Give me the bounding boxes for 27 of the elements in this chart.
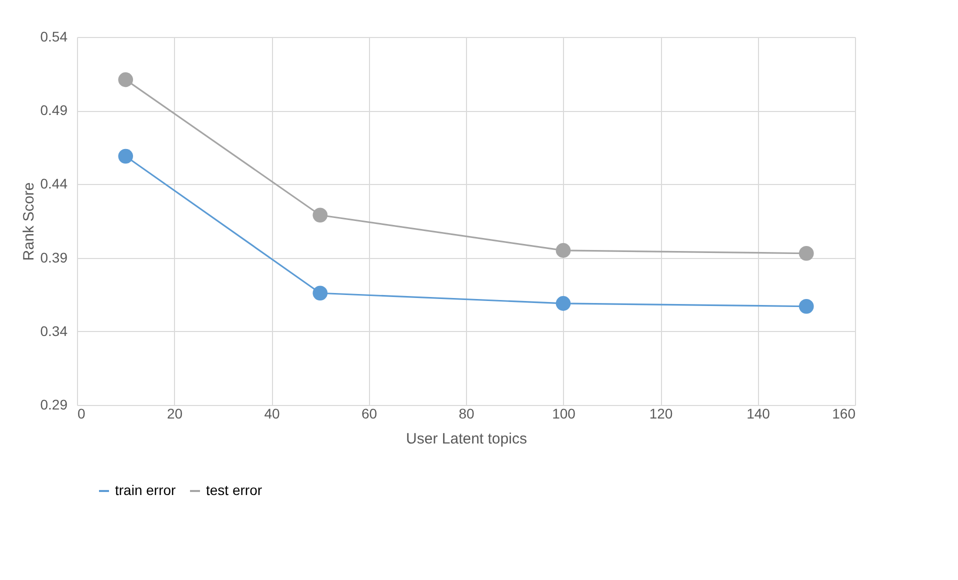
x-tick-label: 160 <box>832 406 856 422</box>
point <box>118 72 134 88</box>
x-axis-title: User Latent topics <box>406 430 527 448</box>
x-tick-label: 20 <box>166 406 183 422</box>
y-tick-label: 0.49 <box>40 102 68 118</box>
point <box>312 286 328 301</box>
x-tick-label: 140 <box>746 406 770 422</box>
point <box>118 148 134 164</box>
point <box>798 246 814 261</box>
point <box>798 298 814 314</box>
legend-label: train error <box>115 482 176 498</box>
y-tick-label: 0.54 <box>40 28 68 44</box>
point <box>556 243 571 258</box>
point <box>556 296 571 311</box>
x-tick-label: 100 <box>552 406 576 422</box>
y-axis-title: Rank Score <box>20 182 38 261</box>
x-tick-label: 80 <box>458 406 474 422</box>
y-tick-label: 0.34 <box>40 322 68 339</box>
x-tick-label: 120 <box>649 406 673 422</box>
y-tick-label: 0.44 <box>40 176 68 192</box>
y-tick-label: 0.29 <box>40 396 68 412</box>
x-tick-label: 0 <box>78 406 86 422</box>
point <box>312 208 328 223</box>
y-tick-label: 0.39 <box>40 249 68 266</box>
x-tick-label: 40 <box>264 406 280 422</box>
x-tick-label: 60 <box>361 406 378 422</box>
legend-label: test error <box>206 482 262 498</box>
